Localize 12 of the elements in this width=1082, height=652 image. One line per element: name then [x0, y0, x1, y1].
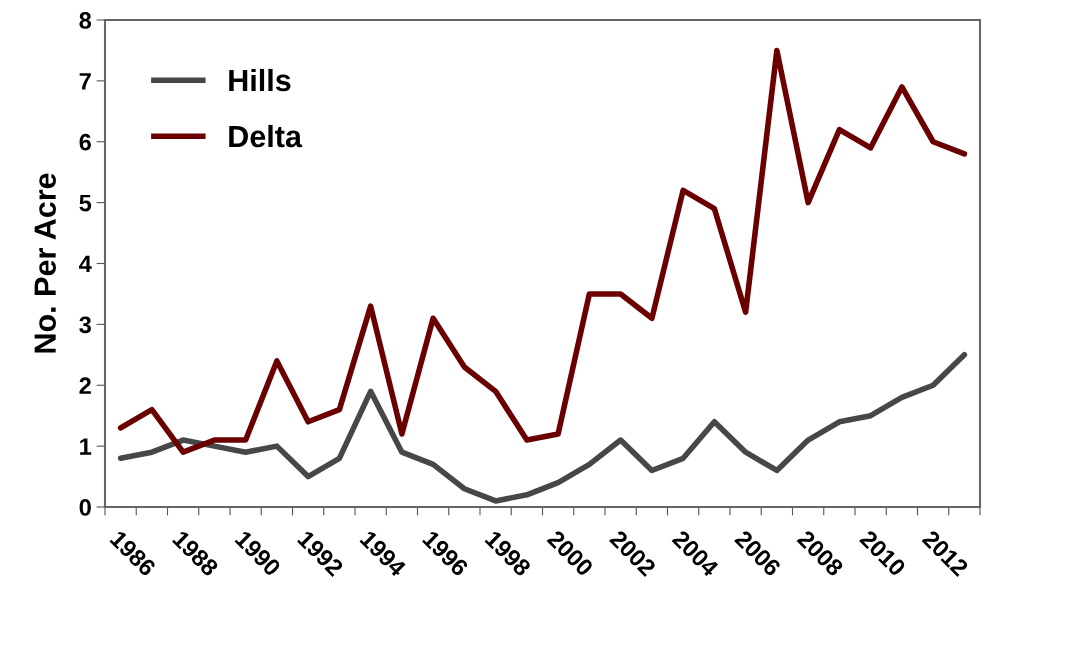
legend-label: Delta [229, 124, 303, 148]
y-tick-label: 1 [80, 438, 92, 455]
y-tick-label: 3 [79, 316, 91, 334]
y-tick-label: 0 [79, 499, 91, 516]
y-tick-label: 4 [79, 255, 92, 273]
y-tick-label: 8 [79, 12, 92, 29]
y-tick-label: 2 [79, 377, 91, 394]
y-tick-label: 6 [79, 133, 91, 151]
y-tick-label: 7 [79, 73, 91, 90]
legend-label: Hills [229, 68, 291, 92]
y-tick-label: 5 [79, 194, 92, 212]
y-axis-title: No. Per Acre [34, 173, 56, 353]
